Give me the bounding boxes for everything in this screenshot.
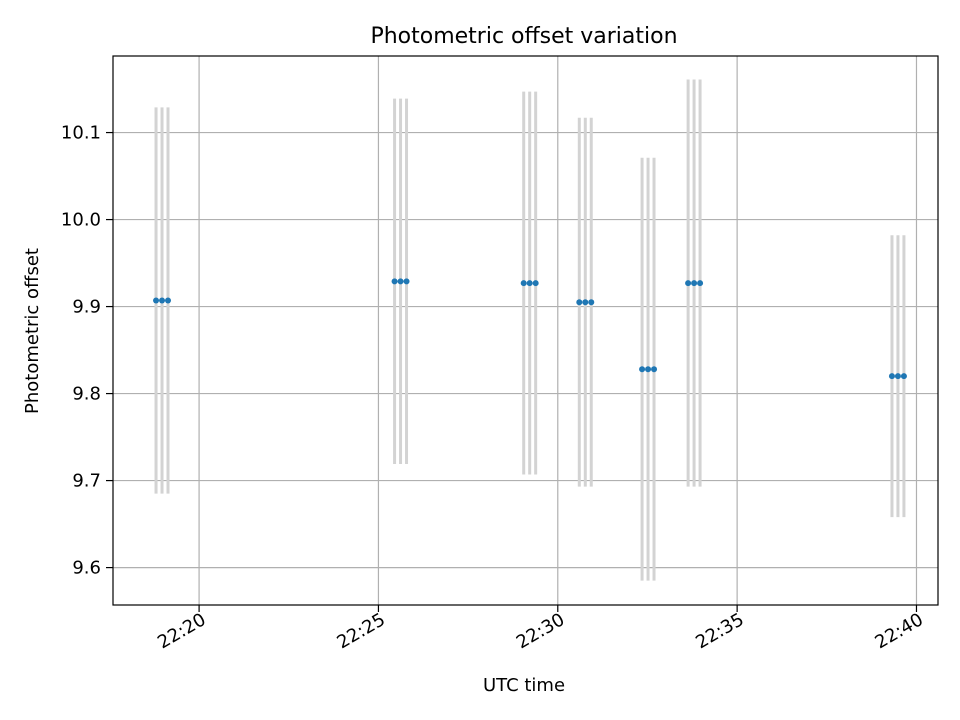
data-point — [588, 299, 595, 306]
y-tick-label: 9.9 — [72, 297, 101, 318]
x-axis-label: UTC time — [483, 675, 565, 696]
data-point — [697, 280, 704, 287]
data-point — [526, 280, 533, 287]
data-point — [159, 297, 166, 304]
data-point — [520, 280, 527, 287]
data-point — [532, 280, 539, 287]
data-point — [639, 366, 646, 373]
data-point — [894, 373, 901, 380]
error-bars — [154, 79, 906, 581]
x-tick-label: 22:40 — [872, 609, 927, 653]
x-tick-label: 22:35 — [692, 609, 747, 653]
data-point — [165, 297, 171, 304]
data-point — [691, 280, 698, 287]
x-tick-label: 22:20 — [154, 609, 209, 653]
plot-frame — [112, 55, 939, 606]
data-point — [900, 373, 907, 380]
y-tick-label: 10.0 — [61, 210, 101, 231]
grid — [113, 56, 938, 605]
y-tick-label: 9.7 — [72, 471, 101, 492]
data-point — [576, 299, 583, 306]
y-axis-ticks: 9.6 9.7 9.8 9.9 10.0 10.1 — [61, 123, 113, 579]
y-tick-label: 10.1 — [61, 123, 101, 144]
data-point — [153, 297, 160, 304]
y-tick-label: 9.8 — [72, 384, 101, 405]
data-points — [153, 278, 907, 380]
data-point — [685, 280, 692, 287]
data-point — [645, 366, 652, 373]
x-axis-ticks: 22:20 22:25 22:30 22:35 22:40 — [154, 605, 927, 653]
chart-title: Photometric offset variation — [370, 24, 677, 49]
x-tick-label: 22:30 — [513, 609, 568, 653]
data-point — [582, 299, 589, 306]
y-tick-label: 9.6 — [72, 558, 101, 579]
data-point — [397, 278, 404, 285]
data-point — [888, 373, 895, 380]
y-axis-label: Photometric offset — [22, 248, 43, 414]
data-point — [403, 278, 410, 285]
data-point — [651, 366, 658, 373]
data-point — [391, 278, 398, 285]
x-tick-label: 22:25 — [334, 609, 389, 653]
